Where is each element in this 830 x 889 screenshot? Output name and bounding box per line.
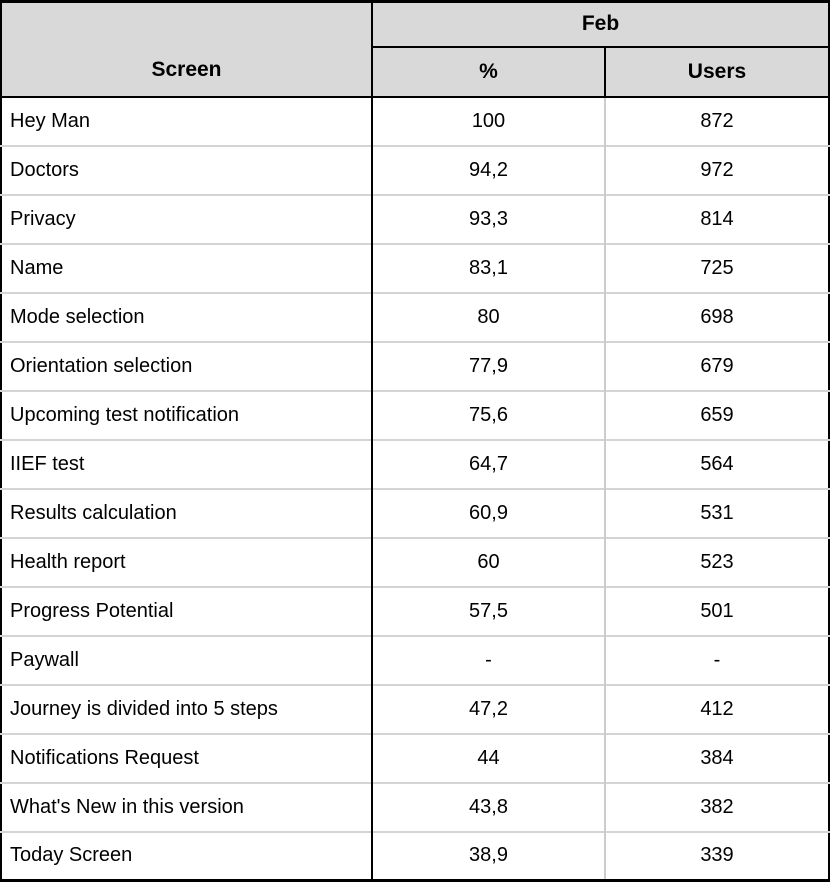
table-row: Progress Potential 57,5 501 — [1, 585, 829, 636]
cell-users: 872 — [605, 95, 829, 146]
cell-screen: Health report — [1, 536, 373, 587]
table-row: IIEF test 64,7 564 — [1, 438, 829, 489]
cell-screen: Name — [1, 242, 373, 293]
table-row: Doctors 94,2 972 — [1, 144, 829, 195]
column-group-header-feb: Feb — [372, 1, 829, 48]
cell-percent: 47,2 — [372, 683, 606, 734]
table-row: Hey Man 100 872 — [1, 95, 829, 146]
cell-screen: Privacy — [1, 193, 373, 244]
cell-users: - — [605, 634, 829, 685]
table-row: Orientation selection 77,9 679 — [1, 340, 829, 391]
cell-users: 698 — [605, 291, 829, 342]
cell-percent: 75,6 — [372, 389, 606, 440]
cell-users: 972 — [605, 144, 829, 195]
cell-screen: Paywall — [1, 634, 373, 685]
cell-percent: 80 — [372, 291, 606, 342]
cell-screen: Journey is divided into 5 steps — [1, 683, 373, 734]
cell-screen: Orientation selection — [1, 340, 373, 391]
cell-screen: Today Screen — [1, 830, 373, 881]
cell-percent: 100 — [372, 95, 606, 146]
cell-percent: 77,9 — [372, 340, 606, 391]
cell-users: 523 — [605, 536, 829, 587]
cell-percent: 57,5 — [372, 585, 606, 636]
cell-users: 659 — [605, 389, 829, 440]
cell-users: 382 — [605, 781, 829, 832]
table-row: Name 83,1 725 — [1, 242, 829, 293]
cell-screen: What's New in this version — [1, 781, 373, 832]
table-row: Results calculation 60,9 531 — [1, 487, 829, 538]
cell-percent: 60 — [372, 536, 606, 587]
cell-users: 531 — [605, 487, 829, 538]
column-header-users: Users — [605, 46, 829, 98]
cell-users: 725 — [605, 242, 829, 293]
cell-percent: 93,3 — [372, 193, 606, 244]
column-header-percent: % — [372, 46, 606, 98]
column-header-screen: Screen — [1, 1, 373, 98]
cell-percent: - — [372, 634, 606, 685]
table-row: Notifications Request 44 384 — [1, 732, 829, 783]
header-row-sub: % Users — [1, 46, 829, 98]
cell-screen: IIEF test — [1, 438, 373, 489]
cell-percent: 64,7 — [372, 438, 606, 489]
cell-percent: 60,9 — [372, 487, 606, 538]
header-row-group: Screen Feb — [1, 1, 829, 98]
table-row: Paywall - - — [1, 634, 829, 685]
cell-users: 814 — [605, 193, 829, 244]
cell-users: 339 — [605, 830, 829, 881]
table-row: Today Screen 38,9 339 — [1, 830, 829, 881]
cell-screen: Results calculation — [1, 487, 373, 538]
cell-screen: Doctors — [1, 144, 373, 195]
table-body: Hey Man 100 872 Doctors 94,2 972 Privacy 93,3 81… — [1, 95, 829, 881]
cell-percent: 44 — [372, 732, 606, 783]
cell-screen: Mode selection — [1, 291, 373, 342]
cell-percent: 43,8 — [372, 781, 606, 832]
table-row: Upcoming test notification 75,6 659 — [1, 389, 829, 440]
cell-users: 564 — [605, 438, 829, 489]
cell-screen: Hey Man — [1, 95, 373, 146]
cell-users: 384 — [605, 732, 829, 783]
table-row: What's New in this version 43,8 382 — [1, 781, 829, 832]
table-row: Privacy 93,3 814 — [1, 193, 829, 244]
table-header: Screen Feb % Users — [1, 1, 829, 98]
cell-screen: Upcoming test notification — [1, 389, 373, 440]
cell-users: 412 — [605, 683, 829, 734]
cell-screen: Notifications Request — [1, 732, 373, 783]
cell-users: 679 — [605, 340, 829, 391]
table-row: Health report 60 523 — [1, 536, 829, 587]
cell-screen: Progress Potential — [1, 585, 373, 636]
table-row: Journey is divided into 5 steps 47,2 412 — [1, 683, 829, 734]
cell-users: 501 — [605, 585, 829, 636]
table-row: Mode selection 80 698 — [1, 291, 829, 342]
cell-percent: 94,2 — [372, 144, 606, 195]
cell-percent: 83,1 — [372, 242, 606, 293]
cell-percent: 38,9 — [372, 830, 606, 881]
